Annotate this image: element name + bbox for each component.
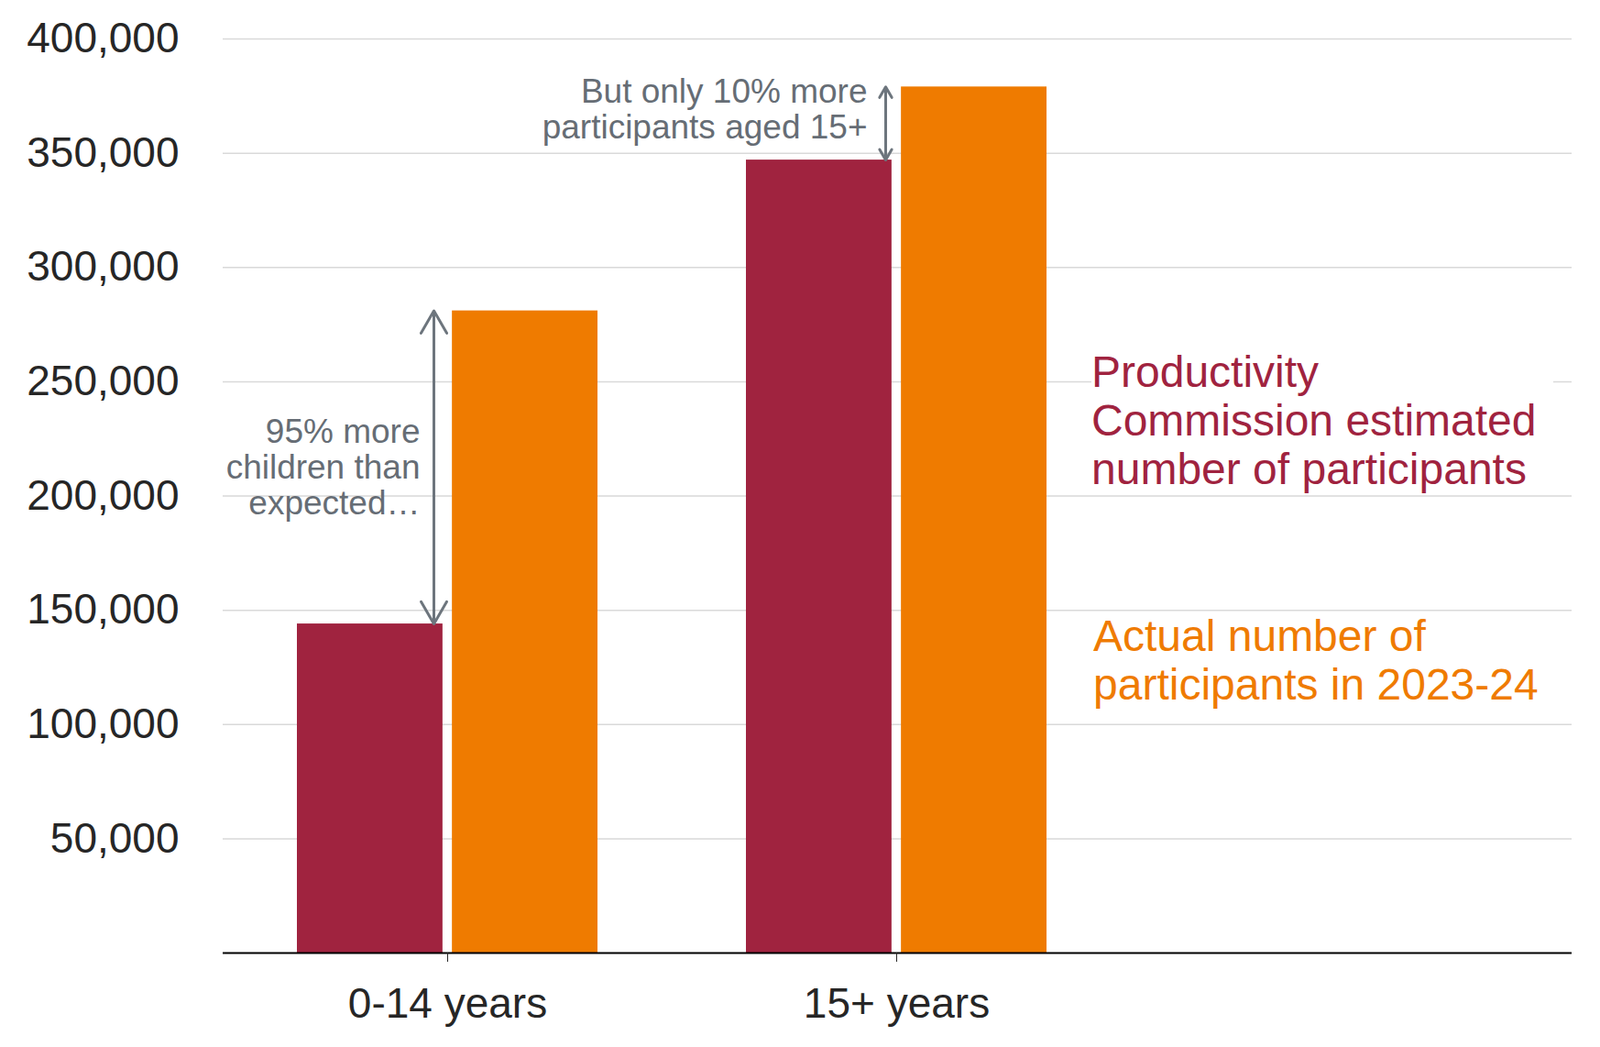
svg-text:15+ years: 15+ years <box>803 978 990 1027</box>
svg-text:150,000: 150,000 <box>26 584 179 633</box>
svg-text:But only 10% moreparticipants: But only 10% moreparticipants aged 15+ <box>542 72 868 146</box>
svg-text:250,000: 250,000 <box>26 356 179 405</box>
svg-text:95% morechildren thanexpected…: 95% morechildren thanexpected… <box>226 412 421 522</box>
svg-text:350,000: 350,000 <box>26 128 179 176</box>
svg-text:100,000: 100,000 <box>26 699 179 747</box>
svg-text:50,000: 50,000 <box>50 813 180 862</box>
svg-text:400,000: 400,000 <box>26 13 179 62</box>
svg-text:300,000: 300,000 <box>26 241 179 290</box>
html-text:Actual number of participants: Actual number of participants in 2023-24 <box>1093 611 1539 709</box>
svg-text:0-14 years: 0-14 years <box>348 978 548 1027</box>
svg-text:200,000: 200,000 <box>26 471 179 519</box>
html-text:Productivity Commission estima: Productivity Commission estimated number… <box>1091 347 1537 493</box>
